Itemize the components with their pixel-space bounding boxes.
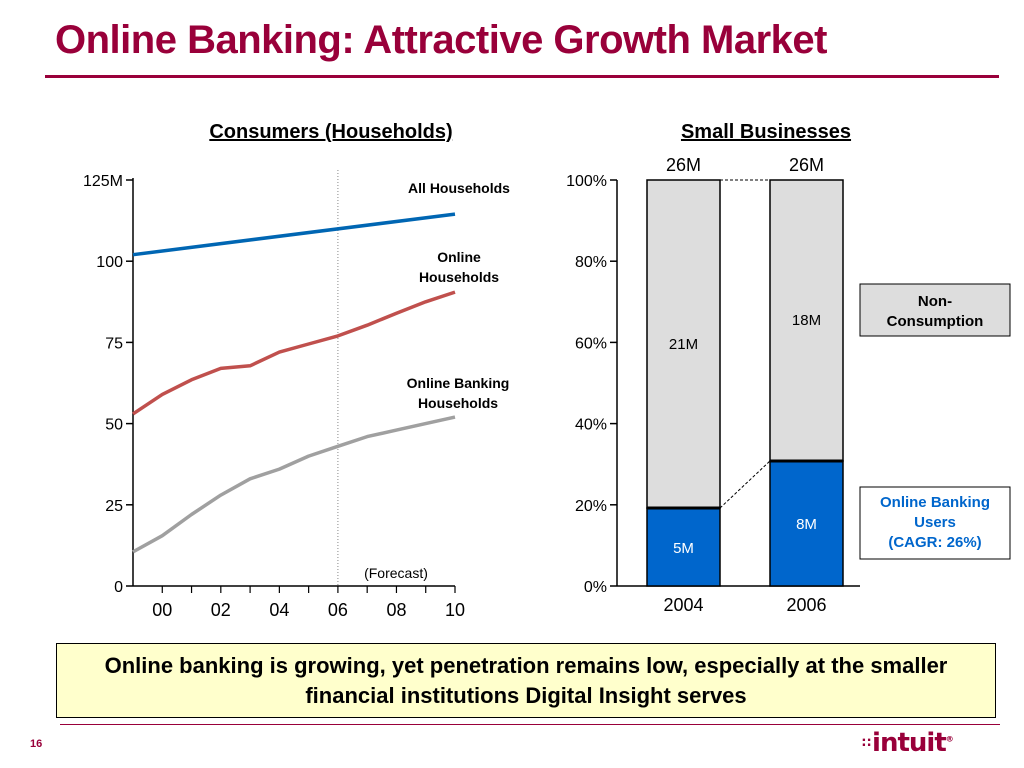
legend-non-consumption-text: Non-: [918, 293, 952, 310]
y-tick-label: 100: [96, 254, 123, 271]
bar-y-tick-label: 80%: [575, 254, 607, 271]
x-tick-label: 00: [152, 600, 172, 620]
series-label-3: Households: [418, 395, 498, 411]
y-tick-label: 0: [114, 579, 123, 596]
title-divider: [45, 75, 999, 78]
intuit-logo: ∷intuit®: [862, 728, 954, 758]
legend-online-users-text: (CAGR: 26%): [888, 534, 981, 551]
x-tick-label: 02: [211, 600, 231, 620]
series-label-2: Households: [419, 269, 499, 285]
bar-category-label: 2004: [663, 595, 703, 615]
legend-non-consumption-box: [859, 283, 1011, 337]
bar-total-label: 26M: [666, 155, 701, 175]
x-tick-label: 06: [328, 600, 348, 620]
page-number: 16: [30, 738, 43, 750]
bar-value-label-online-users: 5M: [673, 540, 694, 557]
bar-y-tick-label: 0%: [584, 579, 607, 596]
x-tick-label: 10: [445, 600, 465, 620]
footer-divider: [60, 724, 1000, 725]
y-tick-label: 125M: [83, 173, 123, 190]
bar-value-label-non-consumption: 21M: [669, 336, 698, 353]
key-takeaway-callout: Online banking is growing, yet penetrati…: [56, 643, 996, 718]
y-tick-label: 25: [105, 498, 123, 515]
slide-title: Online Banking: Attractive Growth Market: [55, 18, 827, 62]
x-tick-label: 04: [269, 600, 289, 620]
series-label-2: Online: [437, 249, 481, 265]
bar-y-tick-label: 20%: [575, 498, 607, 515]
bar-total-label: 26M: [789, 155, 824, 175]
bar-non-consumption-2004: [646, 179, 721, 509]
connector-users: [719, 460, 771, 509]
line-chart-title: Consumers (Households): [209, 121, 452, 143]
x-tick-label: 08: [386, 600, 406, 620]
series-line-2: [132, 290, 456, 416]
bar-value-label-non-consumption: 18M: [792, 312, 821, 329]
series-label-3: Online Banking: [407, 375, 510, 391]
series-label-1: All Households: [408, 180, 510, 196]
legend-online-users-text: Online Banking: [880, 494, 990, 511]
bar-y-tick-label: 100%: [566, 173, 607, 190]
charts-canvas: Consumers (Households) 0 25 50 75 100 125M 00 02…: [83, 121, 1011, 620]
legend-online-users-box: [859, 486, 1011, 560]
bar-online-users-2004: [646, 507, 721, 587]
bar-y-tick-label: 40%: [575, 417, 607, 434]
legend-online-users-text: Users: [914, 514, 956, 531]
legend-non-consumption-text: Consumption: [887, 313, 984, 330]
bar-chart-title: Small Businesses: [681, 121, 851, 143]
bar-category-label: 2006: [786, 595, 826, 615]
y-tick-label: 75: [105, 335, 123, 352]
y-tick-label: 50: [105, 417, 123, 434]
series-line-3: [132, 415, 456, 554]
bar-value-label-online-users: 8M: [796, 516, 817, 533]
bar-online-users-2006: [769, 460, 844, 587]
bar-y-tick-label: 60%: [575, 335, 607, 352]
logo-dots-icon: ∷: [862, 736, 873, 751]
forecast-label: (Forecast): [364, 565, 428, 581]
series-line-1: [132, 212, 456, 257]
